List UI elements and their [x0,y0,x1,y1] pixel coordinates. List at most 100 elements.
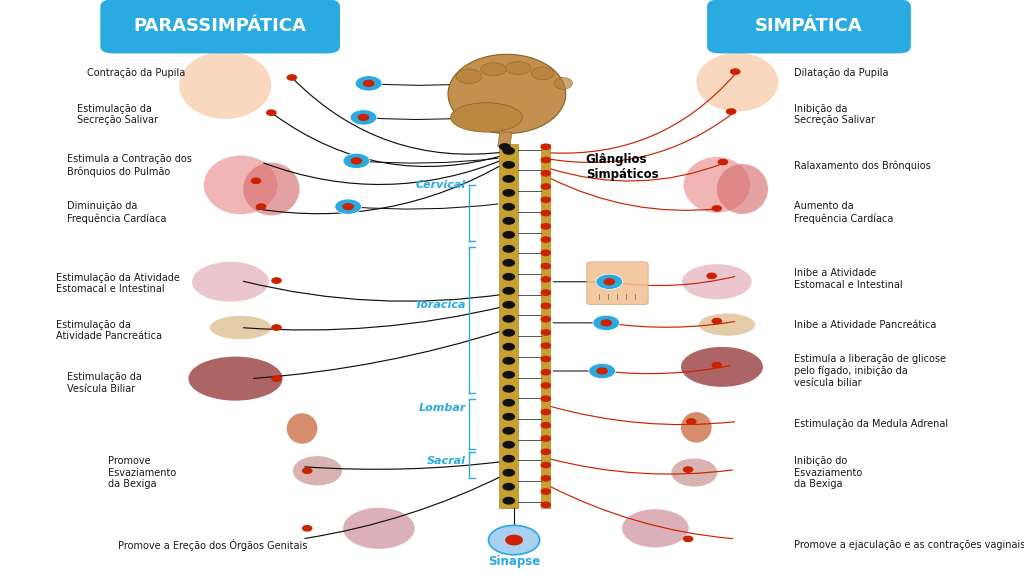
Text: Estimula a liberação de glicose
pelo fígado, inibição da
vesícula biliar: Estimula a liberação de glicose pelo fíg… [794,354,945,388]
Circle shape [713,205,721,211]
Ellipse shape [449,55,565,134]
Circle shape [503,259,514,266]
Circle shape [542,383,551,388]
Circle shape [542,237,551,242]
Ellipse shape [717,164,768,214]
Circle shape [542,436,551,441]
Circle shape [503,218,514,224]
Circle shape [542,489,551,494]
Circle shape [503,357,514,364]
Text: Contração da Pupila: Contração da Pupila [87,68,185,79]
Circle shape [303,468,311,473]
Text: Glânglios
Simpáticos: Glânglios Simpáticos [586,153,658,181]
Circle shape [542,184,551,189]
Text: Estimulação da
Atividade Pancreática: Estimulação da Atividade Pancreática [56,320,163,341]
Circle shape [303,526,311,531]
Text: Inibe a Atividade Pancreática: Inibe a Atividade Pancreática [794,319,936,330]
Ellipse shape [531,67,554,80]
Text: Inibição da
Secreção Salivar: Inibição da Secreção Salivar [794,104,874,125]
Circle shape [542,316,551,322]
Ellipse shape [244,163,300,215]
Text: Promove a ejaculação e as contrações vaginais: Promove a ejaculação e as contrações vag… [794,539,1024,550]
Polygon shape [500,144,518,508]
Ellipse shape [506,62,530,75]
Circle shape [503,161,514,168]
Text: Estimulação da
Secreção Salivar: Estimulação da Secreção Salivar [77,104,158,125]
Ellipse shape [204,156,278,214]
Circle shape [503,302,514,308]
Circle shape [684,537,692,541]
Circle shape [542,290,551,295]
Circle shape [272,325,281,330]
Circle shape [252,178,260,184]
Circle shape [687,419,696,424]
Circle shape [350,110,377,125]
Ellipse shape [287,413,317,444]
Text: Ralaxamento dos Brônquios: Ralaxamento dos Brônquios [794,160,931,171]
Circle shape [503,470,514,476]
Circle shape [503,441,514,448]
Circle shape [542,171,551,176]
Circle shape [343,153,370,168]
Polygon shape [541,144,551,508]
Text: Torácica: Torácica [415,300,466,311]
Circle shape [707,273,716,279]
Ellipse shape [698,313,755,336]
Circle shape [713,318,721,324]
Text: PARASSIMPÁTICA: PARASSIMPÁTICA [134,18,306,35]
Circle shape [358,114,369,120]
Circle shape [542,463,551,468]
Text: Lombar: Lombar [419,403,466,413]
Circle shape [542,197,551,203]
Circle shape [503,245,514,252]
Circle shape [719,159,727,164]
FancyBboxPatch shape [707,0,911,53]
Ellipse shape [696,53,778,112]
Circle shape [503,329,514,336]
Circle shape [542,330,551,335]
Text: Promove
Esvaziamento
da Bexiga: Promove Esvaziamento da Bexiga [108,456,176,489]
Circle shape [542,475,551,481]
Ellipse shape [293,456,342,485]
FancyBboxPatch shape [100,0,340,53]
Circle shape [601,320,611,326]
Circle shape [596,274,623,289]
Circle shape [488,525,540,555]
Ellipse shape [681,412,712,443]
Circle shape [503,413,514,420]
Circle shape [542,276,551,282]
Circle shape [542,303,551,309]
Circle shape [503,232,514,238]
Text: Aumento da
Frequência Cardíaca: Aumento da Frequência Cardíaca [794,201,893,224]
Circle shape [542,423,551,428]
FancyBboxPatch shape [587,262,648,305]
Ellipse shape [457,69,482,83]
Circle shape [542,210,551,215]
Circle shape [500,144,510,150]
Circle shape [503,400,514,406]
Text: Estimulação da Medula Adrenal: Estimulação da Medula Adrenal [794,419,948,429]
Circle shape [503,316,514,322]
Ellipse shape [554,77,572,89]
Ellipse shape [481,63,506,76]
Circle shape [503,427,514,434]
Circle shape [597,368,607,374]
Circle shape [343,204,353,210]
Circle shape [503,190,514,196]
Circle shape [542,157,551,163]
Circle shape [355,76,382,91]
Circle shape [542,449,551,454]
Circle shape [542,343,551,348]
Circle shape [503,147,514,154]
Ellipse shape [681,347,763,387]
Circle shape [542,396,551,402]
Circle shape [542,502,551,507]
Circle shape [335,199,361,214]
Text: Inibição do
Esvaziamento
da Bexiga: Inibição do Esvaziamento da Bexiga [794,456,862,489]
Text: Estimulação da
Vesícula Biliar: Estimulação da Vesícula Biliar [67,372,141,393]
Circle shape [727,109,735,114]
Text: Sacral: Sacral [427,456,466,466]
Ellipse shape [684,157,750,212]
Circle shape [542,224,551,229]
Circle shape [272,278,281,284]
